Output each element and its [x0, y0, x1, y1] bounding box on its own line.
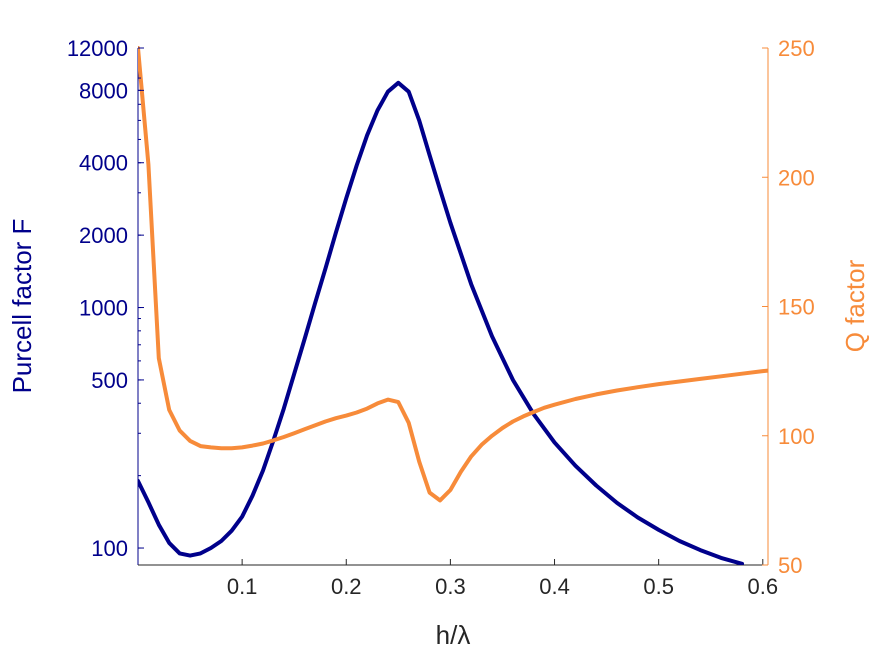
- x-tick-label: 0.6: [747, 574, 778, 599]
- purcell-factor-line: [138, 80, 744, 565]
- x-tick-label: 0.1: [227, 574, 258, 599]
- left-tick-label: 2000: [79, 223, 128, 248]
- x-tick-label: 0.5: [643, 574, 674, 599]
- left-tick-label: 4000: [79, 151, 128, 176]
- left-axis-label: Purcell factor F: [7, 219, 37, 394]
- left-tick-label: 12000: [67, 36, 128, 61]
- right-tick-label: 150: [778, 295, 815, 320]
- right-tick-label: 50: [778, 553, 802, 578]
- left-tick-label: 100: [91, 536, 128, 561]
- q-factor-line: [138, 46, 768, 503]
- right-tick-label: 250: [778, 36, 815, 61]
- series-layer: [138, 46, 768, 565]
- right-tick-label: 200: [778, 165, 815, 190]
- right-tick-label: 100: [778, 424, 815, 449]
- x-tick-label: 0.3: [435, 574, 466, 599]
- x-axis-label: h/λ: [436, 620, 471, 650]
- x-tick-label: 0.2: [331, 574, 362, 599]
- left-tick-label: 1000: [79, 296, 128, 321]
- right-axis-label: Q factor: [840, 259, 870, 352]
- left-tick-label: 500: [91, 368, 128, 393]
- x-tick-label: 0.4: [539, 574, 570, 599]
- left-tick-label: 8000: [79, 78, 128, 103]
- tick-layer: 0.1 0.2 0.3 0.4 0.5 0.6 100 500 1000 2000 4000 8000…: [67, 36, 815, 599]
